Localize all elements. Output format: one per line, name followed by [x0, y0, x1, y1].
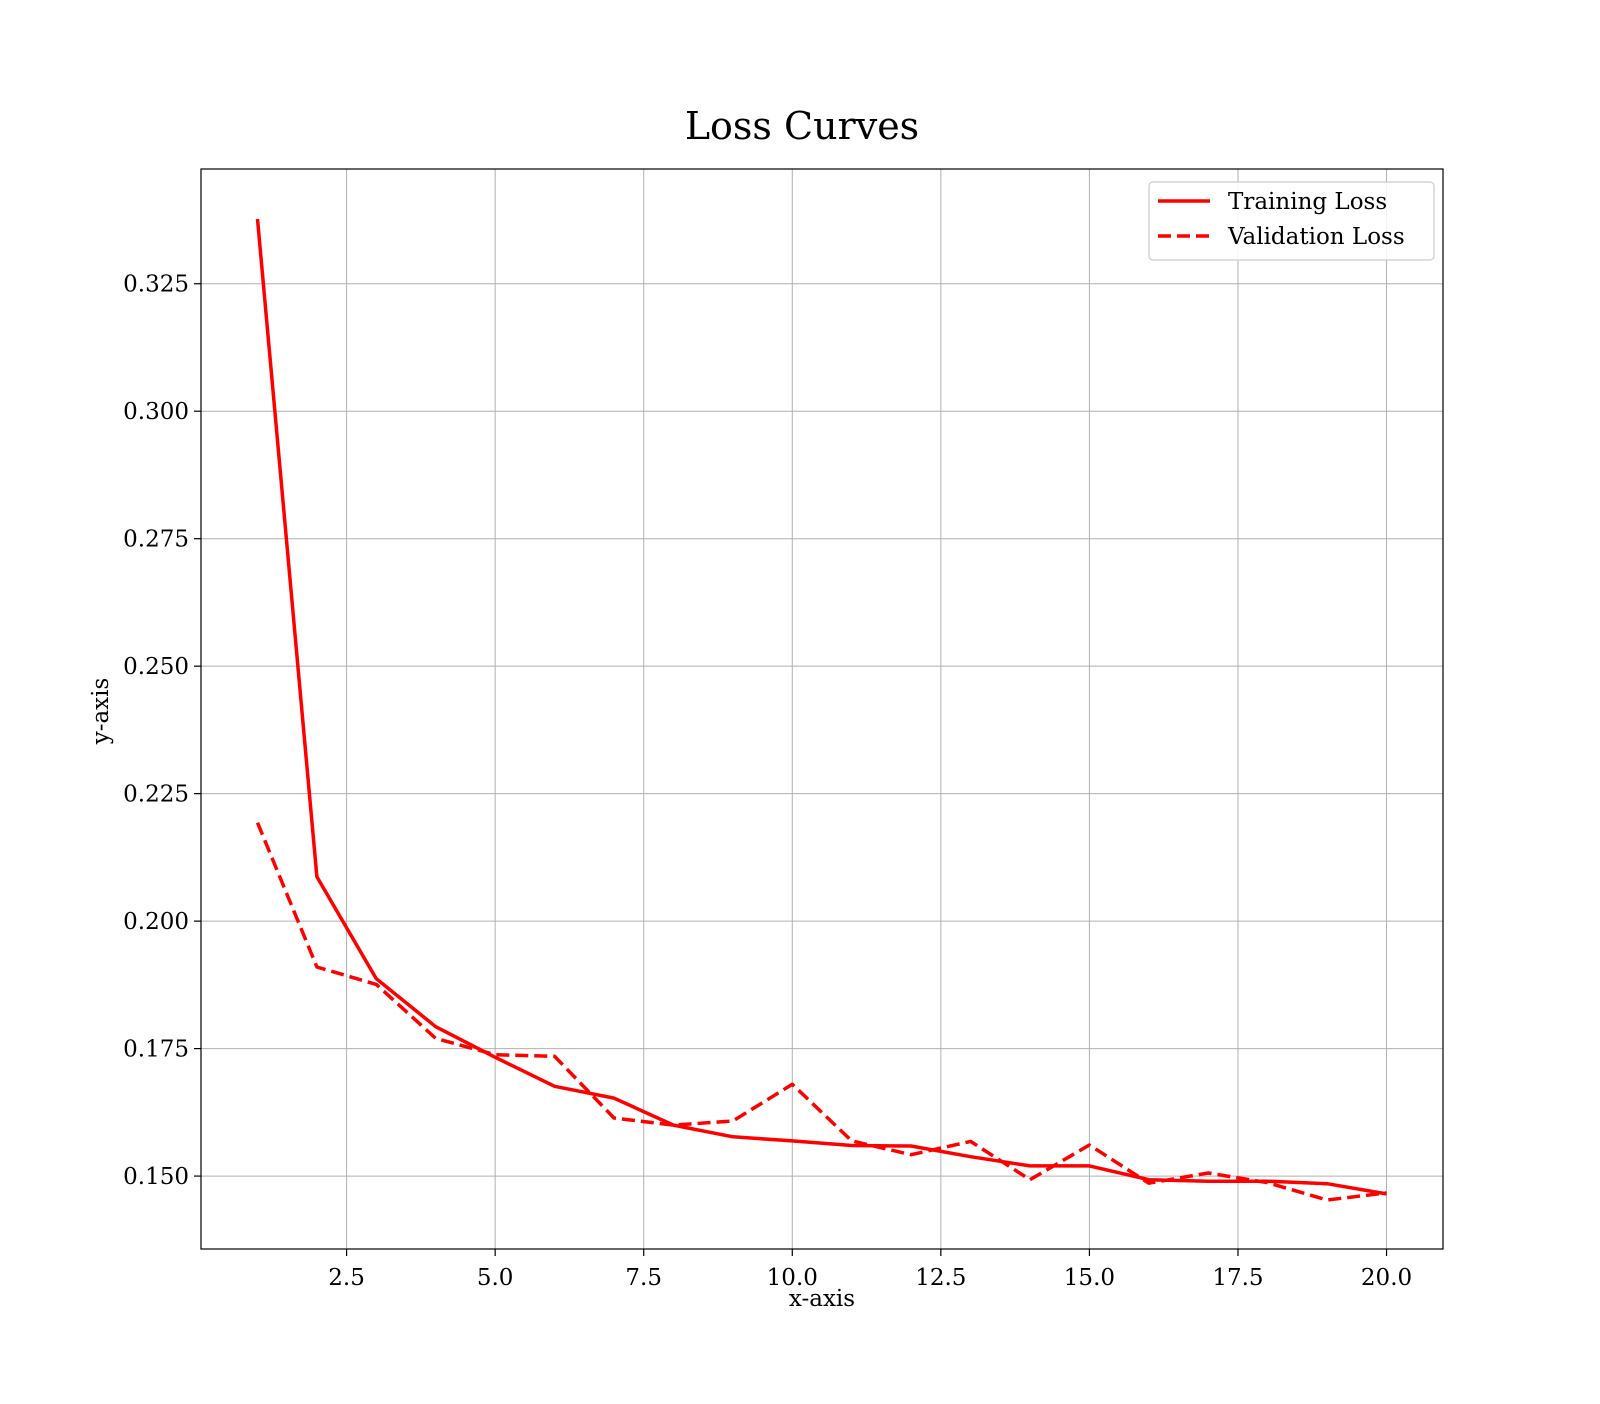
plot-frame [200, 168, 1444, 1250]
series-line-validation-loss [255, 822, 1387, 1202]
y-tick-label: 0.175 [123, 1037, 189, 1063]
legend-label-validation-loss: Validation Loss [1227, 224, 1405, 250]
y-tick-label: 0.150 [123, 1164, 189, 1190]
legend-box [1148, 181, 1435, 261]
y-tick-label: 0.200 [123, 909, 189, 935]
series-lines [255, 218, 1387, 1202]
x-tick-label: 15.0 [1064, 1265, 1115, 1291]
x-tick-label: 7.5 [625, 1265, 662, 1291]
series-line-training-loss [255, 218, 1387, 1196]
x-tick-label: 12.5 [915, 1265, 966, 1291]
x-tick-label: 17.5 [1212, 1265, 1263, 1291]
y-tick-label: 0.325 [123, 272, 189, 298]
y-tick-label: 0.225 [123, 782, 189, 808]
y-axis-label: y-axis [88, 678, 114, 746]
legend: Training Loss Validation Loss [1148, 181, 1435, 261]
x-tick-label: 2.5 [328, 1265, 365, 1291]
x-tick-label: 10.0 [767, 1265, 818, 1291]
y-tick-label: 0.300 [123, 399, 189, 425]
x-tick-label: 20.0 [1361, 1265, 1412, 1291]
legend-label-training-loss: Training Loss [1228, 189, 1387, 215]
x-tick-label: 5.0 [477, 1265, 514, 1291]
x-axis-label: x-axis [789, 1286, 855, 1312]
y-tick-label: 0.275 [123, 527, 189, 553]
grid-lines [201, 169, 1443, 1249]
axis-ticks: 2.5 5.0 7.5 10.0 12.5 15.0 17.5 20.0 0.150 0.175 0… [123, 272, 1412, 1291]
chart-title: Loss Curves [685, 104, 919, 148]
y-tick-label: 0.250 [123, 654, 189, 680]
